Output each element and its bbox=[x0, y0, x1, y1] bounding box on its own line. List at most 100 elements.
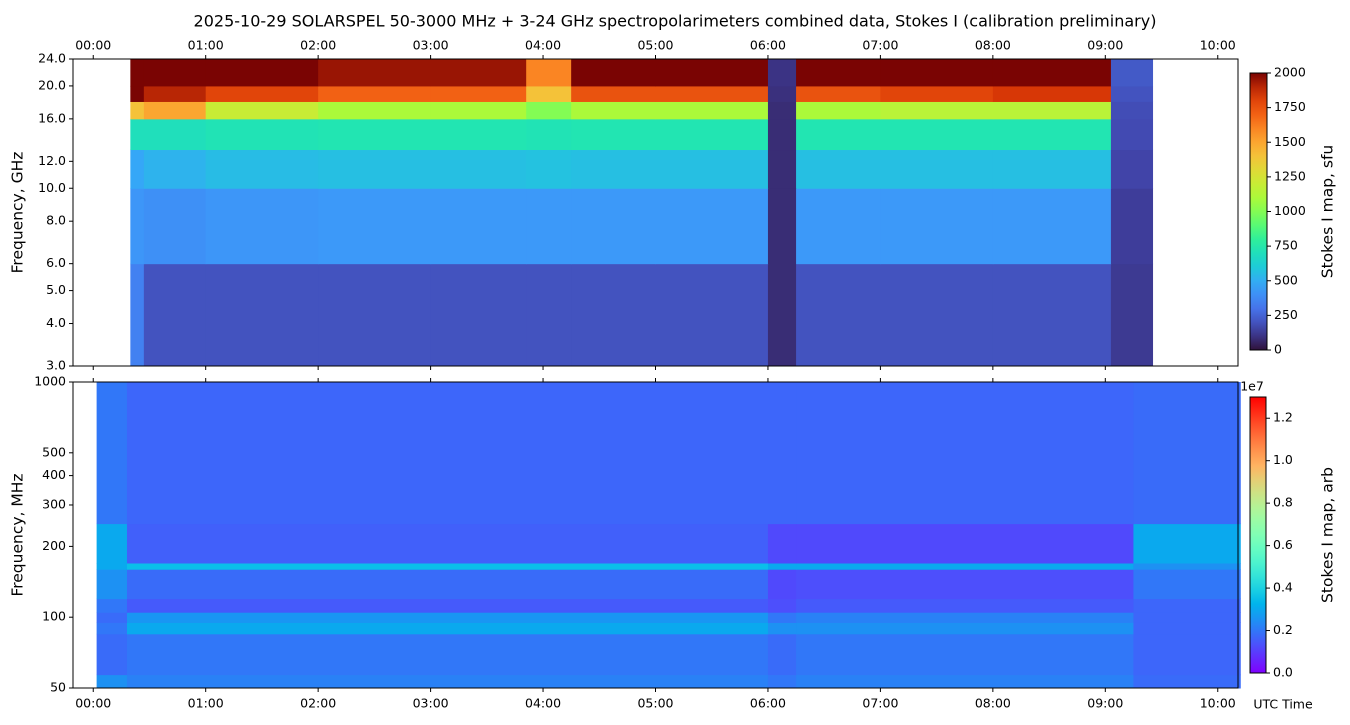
colorbar-tick-label: 500 bbox=[1274, 272, 1298, 287]
heatmap-cell bbox=[143, 101, 207, 120]
heatmap-cell bbox=[318, 149, 432, 189]
heatmap-cell bbox=[1110, 85, 1154, 102]
heatmap-cell bbox=[126, 523, 769, 564]
y-tick-label: 300 bbox=[42, 496, 66, 511]
heatmap-cell bbox=[143, 263, 207, 367]
x-tick-label: 07:00 bbox=[862, 38, 898, 53]
colorbar-tick-label: 1.2 bbox=[1273, 410, 1293, 425]
heatmap-cell bbox=[430, 59, 527, 87]
heatmap-cell bbox=[96, 382, 128, 525]
heatmap-cell bbox=[526, 149, 572, 189]
x-axis-label: UTC Time bbox=[1253, 697, 1313, 712]
heatmap-cell bbox=[96, 523, 128, 564]
y-tick-label: 4.0 bbox=[46, 315, 66, 330]
colorbar-tick-label: 0 bbox=[1274, 342, 1282, 357]
heatmap-cell bbox=[767, 149, 797, 189]
y-tick-label: 400 bbox=[42, 467, 66, 482]
heatmap-cell bbox=[571, 85, 656, 102]
colorbar-label: Stokes I map, arb bbox=[1319, 467, 1337, 603]
x-tick-label: 08:00 bbox=[975, 38, 1011, 53]
y-tick-label: 3.0 bbox=[46, 358, 66, 373]
heatmap-cell bbox=[318, 118, 432, 151]
colorbar-tick-label: 2000 bbox=[1274, 65, 1306, 80]
x-tick-label: 01:00 bbox=[188, 38, 224, 53]
heatmap-cell bbox=[767, 263, 797, 367]
x-tick-label: 05:00 bbox=[637, 38, 673, 53]
heatmap-cell bbox=[880, 263, 994, 367]
heatmap-cell bbox=[1133, 598, 1241, 613]
heatmap-cell bbox=[767, 674, 797, 689]
colorbar-label: Stokes I map, sfu bbox=[1319, 145, 1337, 279]
colorbar-tick-label: 0.8 bbox=[1273, 495, 1293, 510]
y-tick-label: 24.0 bbox=[38, 51, 66, 66]
heatmap-cell bbox=[796, 382, 1134, 525]
heatmap-cell bbox=[880, 188, 994, 265]
x-tick-label: 04:00 bbox=[525, 696, 561, 711]
heatmap-cell bbox=[571, 59, 656, 87]
heatmap bbox=[96, 382, 1241, 689]
heatmap-cell bbox=[1110, 59, 1154, 87]
heatmap-cell bbox=[126, 622, 769, 635]
heatmap-cell bbox=[143, 59, 207, 87]
heatmap-cell bbox=[767, 569, 797, 600]
x-tick-label: 09:00 bbox=[1087, 696, 1123, 711]
heatmap-cell bbox=[126, 562, 769, 570]
heatmap-cell bbox=[1133, 523, 1241, 564]
y-tick-label: 50 bbox=[50, 680, 66, 695]
heatmap-cell bbox=[655, 188, 769, 265]
heatmap-cell bbox=[126, 569, 769, 600]
heatmap-cell bbox=[96, 569, 128, 600]
heatmap-cell bbox=[143, 188, 207, 265]
heatmap-cell bbox=[880, 101, 994, 120]
heatmap-cell bbox=[1133, 562, 1241, 570]
heatmap-cell bbox=[767, 562, 797, 570]
heatmap-cell bbox=[655, 59, 769, 87]
heatmap-cell bbox=[796, 85, 881, 102]
colorbar-tick-label: 250 bbox=[1274, 307, 1298, 322]
heatmap-cell bbox=[126, 598, 769, 613]
heatmap-cell bbox=[130, 85, 145, 102]
colorbar bbox=[1249, 396, 1267, 674]
heatmap-cell bbox=[318, 263, 432, 367]
heatmap-cell bbox=[796, 622, 1134, 635]
heatmap-cell bbox=[1133, 622, 1241, 635]
heatmap-cell bbox=[767, 85, 797, 102]
heatmap-cell bbox=[796, 59, 881, 87]
heatmap-cell bbox=[571, 118, 656, 151]
heatmap-cell bbox=[130, 118, 145, 151]
heatmap-cell bbox=[430, 101, 527, 120]
x-tick-label: 04:00 bbox=[525, 38, 561, 53]
heatmap-cell bbox=[143, 149, 207, 189]
y-tick-label: 5.0 bbox=[46, 282, 66, 297]
heatmap-cell bbox=[796, 118, 881, 151]
heatmap-cell bbox=[126, 633, 769, 676]
x-tick-label: 01:00 bbox=[188, 696, 224, 711]
colorbar-tick-label: 1250 bbox=[1274, 168, 1306, 183]
heatmap-cell bbox=[1110, 188, 1154, 265]
colorbar-tick-label: 0.0 bbox=[1273, 665, 1293, 680]
heatmap-cell bbox=[205, 85, 319, 102]
colorbar bbox=[1249, 72, 1268, 351]
heatmap-cell bbox=[96, 562, 128, 570]
heatmap-cell bbox=[796, 188, 881, 265]
heatmap-cell bbox=[96, 612, 128, 623]
y-tick-label: 100 bbox=[42, 609, 66, 624]
heatmap-cell bbox=[796, 612, 1134, 623]
heatmap-cell bbox=[767, 118, 797, 151]
heatmap-cell bbox=[205, 263, 319, 367]
x-tick-label: 03:00 bbox=[413, 696, 449, 711]
heatmap-cell bbox=[205, 118, 319, 151]
chart-title: 2025-10-29 SOLARSPEL 50-3000 MHz + 3-24 … bbox=[194, 12, 1157, 31]
colorbar-tick-label: 0.2 bbox=[1273, 622, 1293, 637]
heatmap-cell bbox=[767, 382, 797, 525]
heatmap-cell bbox=[767, 523, 797, 564]
heatmap-cell bbox=[796, 101, 881, 120]
heatmap-cell bbox=[526, 85, 572, 102]
heatmap-cell bbox=[796, 598, 1134, 613]
heatmap-cell bbox=[767, 598, 797, 613]
heatmap-cell bbox=[767, 612, 797, 623]
heatmap-cell bbox=[1133, 633, 1241, 676]
heatmap-cell bbox=[526, 263, 572, 367]
x-tick-label: 00:00 bbox=[75, 696, 111, 711]
x-tick-label: 02:00 bbox=[300, 696, 336, 711]
